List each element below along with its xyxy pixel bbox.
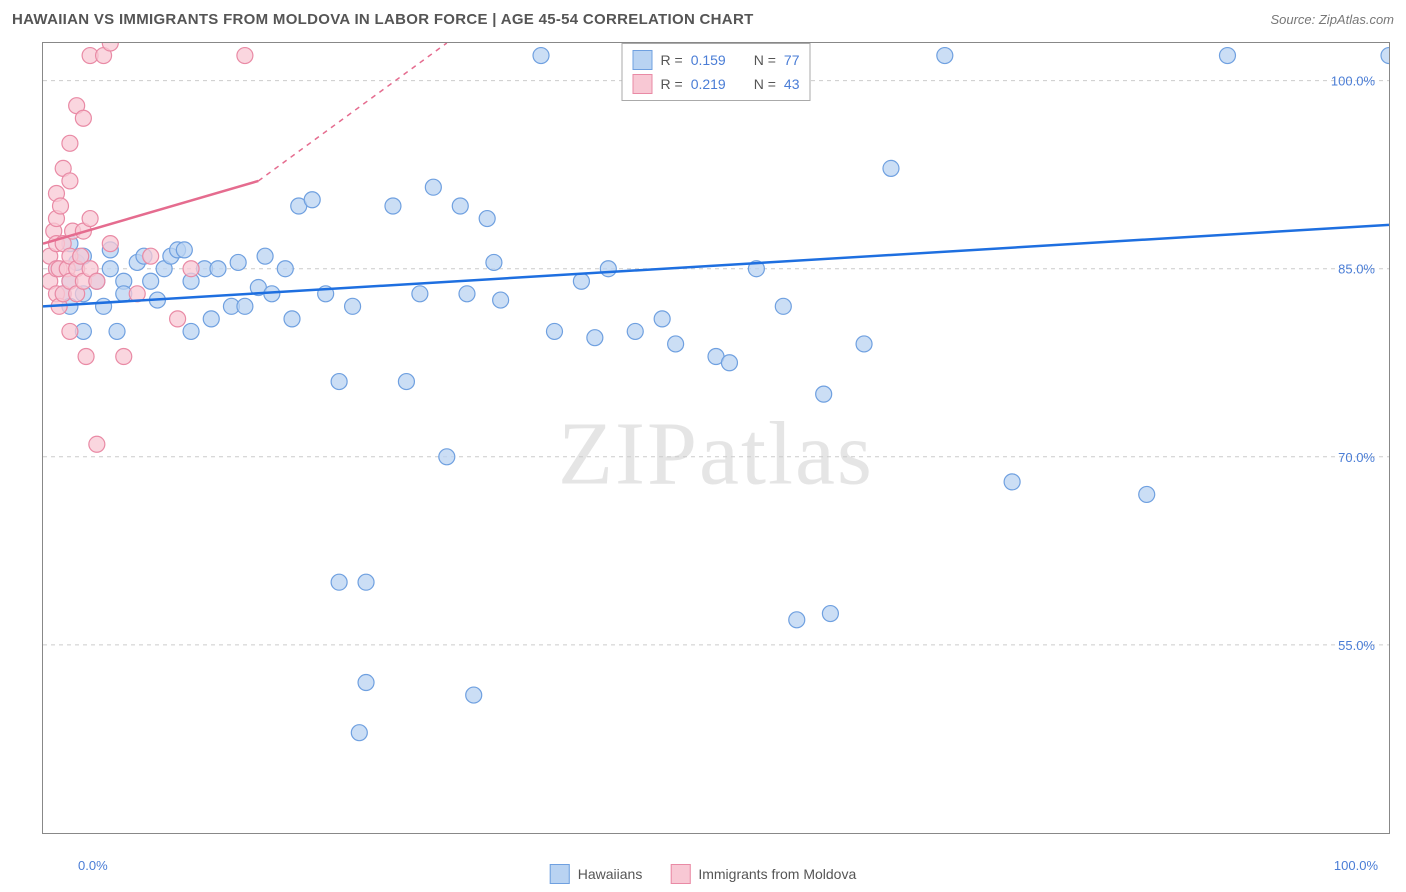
r-value-moldova: 0.219: [691, 76, 726, 92]
n-value-moldova: 43: [784, 76, 800, 92]
swatch-hawaiians: [633, 50, 653, 70]
legend-row-moldova: R = 0.219 N = 43: [633, 72, 800, 96]
svg-text:55.0%: 55.0%: [1338, 638, 1375, 653]
legend-label: Immigrants from Moldova: [698, 866, 856, 882]
legend-item-moldova: Immigrants from Moldova: [670, 864, 856, 884]
legend-label: Hawaiians: [578, 866, 643, 882]
swatch-moldova: [670, 864, 690, 884]
n-value-hawaiians: 77: [784, 52, 800, 68]
correlation-legend: R = 0.159 N = 77 R = 0.219 N = 43: [622, 43, 811, 101]
svg-text:100.0%: 100.0%: [1331, 74, 1376, 89]
plot-area: ZIPatlas 55.0%70.0%85.0%100.0% R = 0.159…: [42, 42, 1390, 834]
legend-row-hawaiians: R = 0.159 N = 77: [633, 48, 800, 72]
swatch-moldova: [633, 74, 653, 94]
source-label: Source: ZipAtlas.com: [1270, 12, 1394, 27]
series-legend: Hawaiians Immigrants from Moldova: [550, 864, 857, 884]
chart-svg: 55.0% 70.0% 85.0% 100.0%: [43, 43, 1389, 833]
r-label: R =: [661, 76, 683, 92]
r-label: R =: [661, 52, 683, 68]
n-label: N =: [754, 52, 776, 68]
x-tick-max: 100.0%: [1334, 858, 1378, 873]
chart-title: HAWAIIAN VS IMMIGRANTS FROM MOLDOVA IN L…: [12, 11, 754, 28]
svg-text:85.0%: 85.0%: [1338, 262, 1375, 277]
swatch-hawaiians: [550, 864, 570, 884]
n-label: N =: [754, 76, 776, 92]
r-value-hawaiians: 0.159: [691, 52, 726, 68]
svg-text:70.0%: 70.0%: [1338, 450, 1375, 465]
legend-item-hawaiians: Hawaiians: [550, 864, 643, 884]
x-tick-min: 0.0%: [78, 858, 108, 873]
